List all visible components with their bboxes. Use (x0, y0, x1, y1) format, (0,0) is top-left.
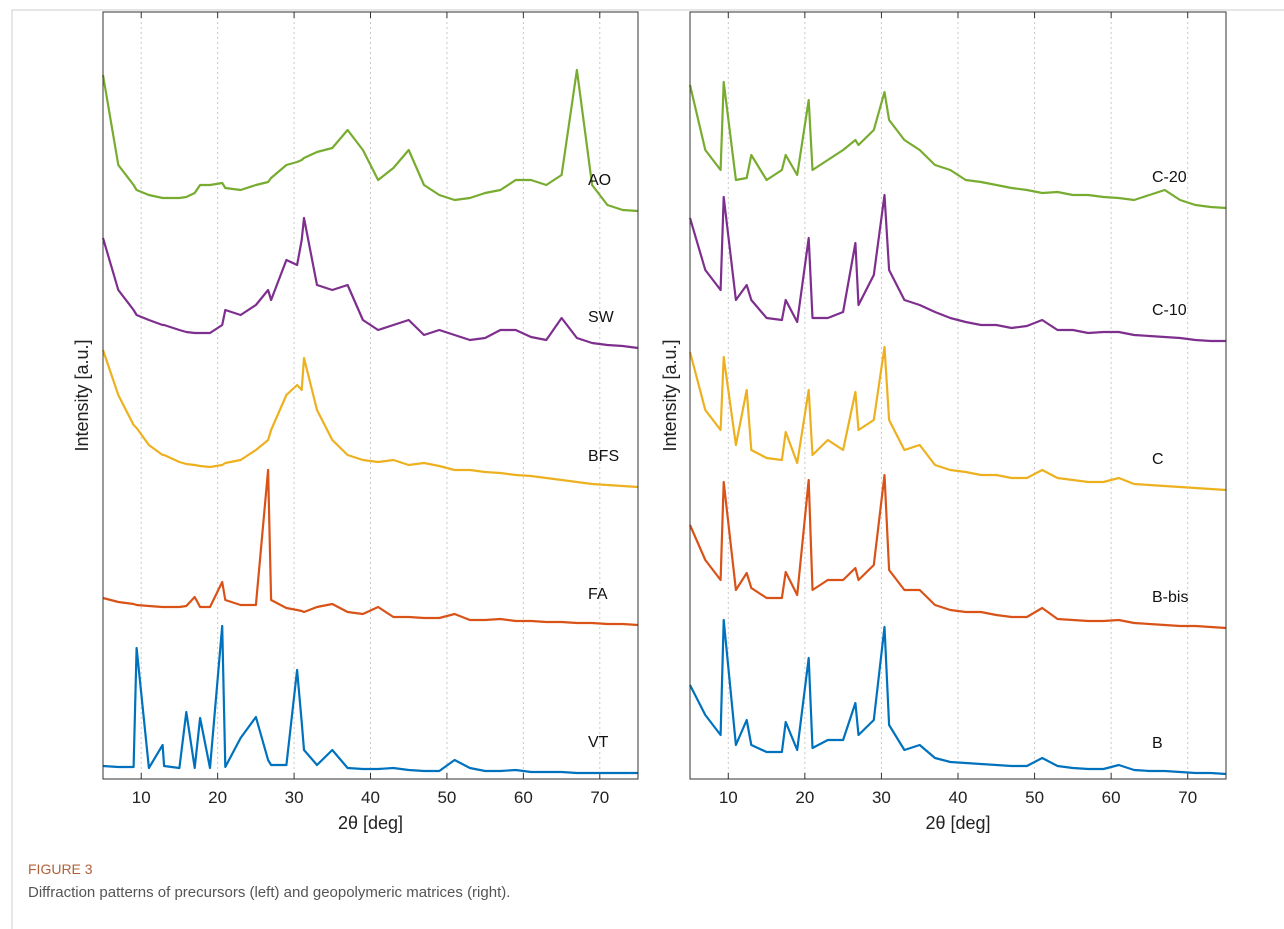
axes-box (689, 11, 1227, 780)
x-axis-label: 2θ [deg] (925, 813, 990, 833)
x-tick-label: 60 (1102, 788, 1121, 807)
series-line (688, 80, 1227, 210)
x-tick-label: 50 (1025, 788, 1044, 807)
series-line (689, 618, 1227, 776)
x-tick-label: 20 (795, 788, 814, 807)
x-tick-label: 40 (361, 788, 380, 807)
series-line (101, 349, 639, 489)
series-line (688, 345, 1227, 492)
frame (11, 9, 1284, 929)
series-line (688, 473, 1227, 630)
figure-caption: Diffraction patterns of precursors (left… (28, 884, 510, 901)
x-tick-label: 30 (872, 788, 891, 807)
series-label: B-bis (1152, 589, 1188, 606)
plot-area (103, 12, 638, 779)
x-axis-label: 2θ [deg] (338, 813, 403, 833)
y-axis-label: Intensity [a.u.] (72, 339, 92, 451)
series-line (102, 624, 638, 775)
series-line (101, 216, 639, 350)
series-label: VT (588, 734, 609, 751)
x-tick-label: 60 (514, 788, 533, 807)
series-line (102, 468, 639, 627)
series-label: AO (588, 172, 611, 189)
series-label: C-20 (1152, 169, 1187, 186)
x-tick-label: 70 (590, 788, 609, 807)
x-tick-label: 10 (719, 788, 738, 807)
series-label: C-10 (1152, 302, 1187, 319)
plot-area (690, 12, 1226, 779)
x-tick-label: 50 (437, 788, 456, 807)
series-label: FA (588, 586, 608, 603)
figure-label: FIGURE 3 (28, 861, 93, 877)
axes-box (102, 11, 639, 780)
x-tick-label: 20 (208, 788, 227, 807)
x-tick-label: 10 (132, 788, 151, 807)
x-tick-label: 40 (949, 788, 968, 807)
series-label: BFS (588, 448, 619, 465)
series-line (688, 193, 1226, 343)
series-label: SW (588, 309, 615, 326)
x-tick-label: 30 (285, 788, 304, 807)
series-line (101, 68, 639, 213)
series-label: B (1152, 735, 1163, 752)
x-tick-label: 70 (1178, 788, 1197, 807)
series-label: C (1152, 451, 1164, 468)
y-axis-label: Intensity [a.u.] (660, 339, 680, 451)
